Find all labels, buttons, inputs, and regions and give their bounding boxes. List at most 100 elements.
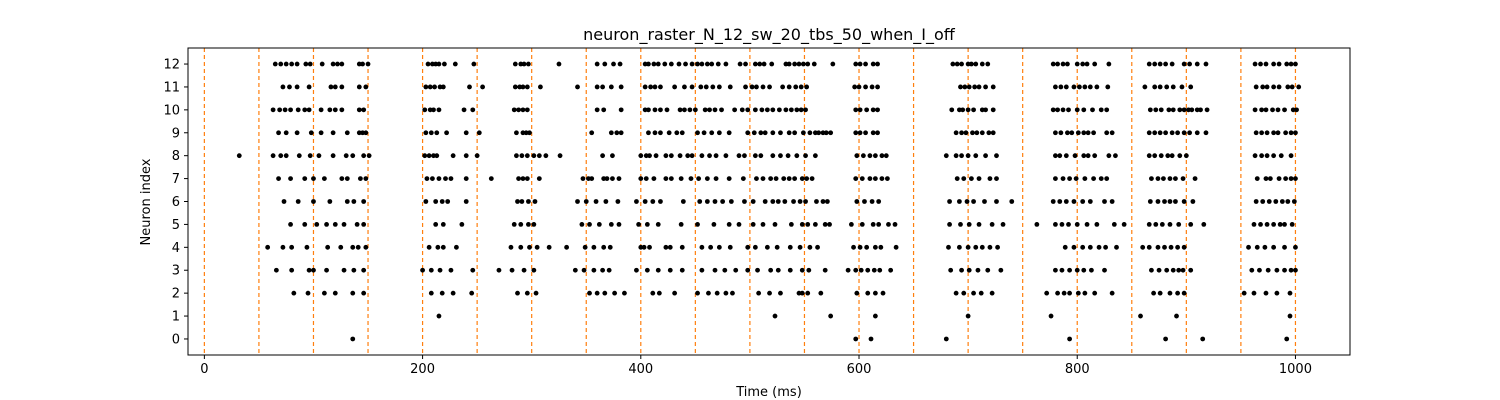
spike-n7-38 xyxy=(740,176,746,181)
spike-n10-25 xyxy=(618,107,624,113)
spike-n6-42 xyxy=(824,199,830,204)
spike-n10-10 xyxy=(339,107,345,113)
spike-n6-29 xyxy=(720,199,726,204)
spike-n7-52 xyxy=(872,176,878,181)
spike-n2-23 xyxy=(714,290,720,296)
spike-n6-20 xyxy=(615,199,621,204)
spike-n7-39 xyxy=(754,176,759,181)
spike-n4-49 xyxy=(965,244,971,250)
spike-n7-71 xyxy=(1161,176,1166,181)
spike-n8-16 xyxy=(450,153,456,159)
spike-n10-64 xyxy=(990,107,996,113)
spike-n11-47 xyxy=(804,84,810,90)
spike-n10-78 xyxy=(1170,107,1176,113)
spike-n12-45 xyxy=(737,61,743,67)
spike-n0-0 xyxy=(350,336,356,342)
spike-n6-7 xyxy=(423,199,429,204)
spike-n3-35 xyxy=(787,267,793,273)
spike-n9-0 xyxy=(276,130,281,136)
y-tick-label-9: 9 xyxy=(172,126,180,141)
spike-n6-62 xyxy=(1147,199,1153,204)
spike-n12-20 xyxy=(471,61,477,67)
spike-n9-31 xyxy=(701,130,707,136)
spike-n8-79 xyxy=(1183,153,1189,159)
spike-n11-82 xyxy=(1289,84,1295,90)
spike-n12-10 xyxy=(339,61,345,67)
spike-n7-79 xyxy=(1276,176,1282,181)
spike-n5-21 xyxy=(644,222,650,227)
spike-n4-41 xyxy=(851,244,856,250)
spike-n7-63 xyxy=(1067,176,1072,181)
spike-n3-47 xyxy=(959,267,964,273)
spike-n6-40 xyxy=(814,199,819,204)
spike-n4-36 xyxy=(774,244,780,250)
spike-n9-76 xyxy=(1163,130,1169,136)
spike-n12-14 xyxy=(425,61,431,67)
spike-n8-75 xyxy=(1158,153,1164,159)
spike-n9-74 xyxy=(1152,130,1158,136)
spike-n11-79 xyxy=(1271,84,1277,90)
spike-n6-59 xyxy=(1087,199,1093,204)
spike-n4-24 xyxy=(641,244,647,250)
spike-n5-30 xyxy=(772,222,778,227)
spike-n6-3 xyxy=(327,199,333,204)
spike-n1-4 xyxy=(965,313,971,319)
spike-n3-1 xyxy=(289,267,295,273)
spike-n6-70 xyxy=(1260,199,1266,204)
spike-n10-63 xyxy=(983,107,988,113)
spike-n9-48 xyxy=(823,130,829,136)
spike-n4-18 xyxy=(564,244,570,250)
spike-n12-96 xyxy=(1288,61,1294,67)
spike-n2-58 xyxy=(1274,290,1280,296)
spike-n6-28 xyxy=(712,199,718,204)
spike-n12-74 xyxy=(1060,61,1066,67)
spike-n5-27 xyxy=(736,222,742,227)
spike-n4-51 xyxy=(979,244,985,250)
spike-n8-21 xyxy=(524,153,530,159)
spike-n10-7 xyxy=(318,107,324,113)
spike-n3-9 xyxy=(428,267,434,273)
spike-n11-65 xyxy=(1082,84,1088,90)
spike-n12-17 xyxy=(436,61,442,67)
spike-n3-44 xyxy=(877,267,883,273)
chart-title: neuron_raster_N_12_sw_20_tbs_50_when_I_o… xyxy=(583,25,956,45)
spike-n9-2 xyxy=(294,130,300,136)
spike-n6-63 xyxy=(1155,199,1161,204)
spike-n10-3 xyxy=(288,107,293,113)
spike-n5-63 xyxy=(1188,222,1194,227)
spike-n10-60 xyxy=(965,107,971,113)
spike-n8-10 xyxy=(361,153,367,159)
spike-n9-70 xyxy=(1091,130,1096,136)
spike-n2-54 xyxy=(1181,290,1187,296)
spike-n10-48 xyxy=(788,107,794,113)
spike-n5-3 xyxy=(324,222,329,227)
spike-n8-18 xyxy=(474,153,480,159)
spike-n4-2 xyxy=(289,244,295,250)
spike-n6-71 xyxy=(1266,199,1272,204)
spike-n5-8 xyxy=(433,222,439,227)
spike-n8-22 xyxy=(531,153,537,159)
spike-n9-12 xyxy=(434,130,440,136)
spike-n11-31 xyxy=(682,84,687,90)
spike-n11-22 xyxy=(594,84,600,90)
spike-n11-74 xyxy=(1179,84,1185,90)
spike-n7-70 xyxy=(1155,176,1161,181)
spike-n3-4 xyxy=(324,267,329,273)
spike-n3-29 xyxy=(722,267,728,273)
spike-n10-79 xyxy=(1177,107,1183,113)
spike-n3-66 xyxy=(1249,267,1255,273)
spike-n12-86 xyxy=(1181,61,1187,67)
spike-n9-46 xyxy=(816,130,822,136)
spike-n7-1 xyxy=(288,176,293,181)
spike-n3-52 xyxy=(1053,267,1058,273)
spike-n4-67 xyxy=(1181,244,1187,250)
spike-n8-53 xyxy=(867,153,873,159)
spike-n6-53 xyxy=(1009,199,1015,204)
spike-n2-48 xyxy=(1092,290,1098,296)
spike-n4-37 xyxy=(787,244,793,250)
spike-n7-31 xyxy=(668,176,674,181)
spike-n2-32 xyxy=(818,290,824,296)
spike-n6-27 xyxy=(704,199,710,204)
spike-n4-57 xyxy=(1087,244,1093,250)
spike-n5-52 xyxy=(1066,222,1071,227)
